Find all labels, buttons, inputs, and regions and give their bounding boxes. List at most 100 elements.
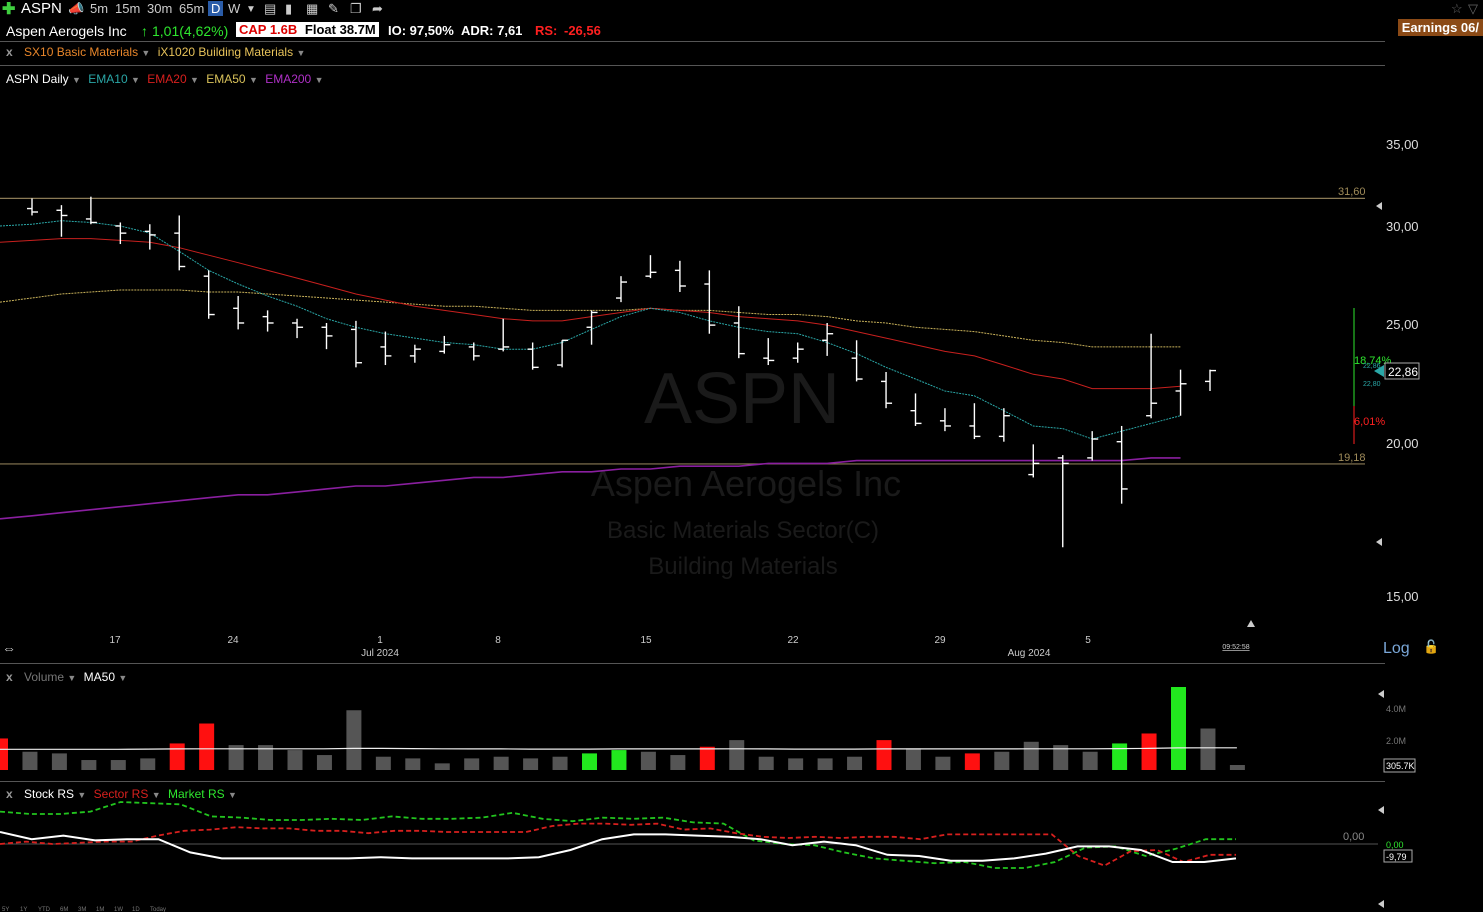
- calculator-icon[interactable]: ▦: [306, 1, 319, 16]
- industry-label[interactable]: iX1020 Building Materials: [157, 45, 294, 59]
- timeframe-d[interactable]: D: [208, 1, 224, 16]
- volume-bar: [51, 753, 67, 770]
- divider: [0, 781, 1385, 782]
- pencil-icon[interactable]: ✎: [328, 1, 339, 16]
- chevron-down-icon[interactable]: ▼: [67, 673, 77, 683]
- volume-bar: [847, 756, 863, 770]
- chart-type-icon[interactable]: ▤: [264, 1, 277, 16]
- share-icon[interactable]: ➦: [372, 1, 383, 16]
- ema200-label[interactable]: EMA200: [265, 72, 312, 86]
- bar-chart-icon[interactable]: ▮: [285, 1, 293, 16]
- chevron-down-icon[interactable]: ▼: [77, 790, 87, 800]
- volume-value-box: [1383, 758, 1416, 773]
- sector-rs-label[interactable]: Sector RS: [93, 787, 149, 801]
- info-row: Aspen Aerogels Inc ↑ 1,01(4,62%) CAP 1.6…: [0, 21, 1400, 41]
- megaphone-icon[interactable]: 📣: [68, 1, 85, 16]
- timeframe-w[interactable]: W: [228, 1, 241, 16]
- market-rs-label[interactable]: Market RS: [167, 787, 225, 801]
- ema20-label[interactable]: EMA20: [147, 72, 187, 86]
- rs-value-box: [1383, 849, 1413, 863]
- rs-chart[interactable]: 0,00 0,00 -9,79 5Y 1Y YTD 6M 3M 1M 1W 1D Today: [0, 782, 1483, 912]
- series-name[interactable]: ASPN Daily: [6, 72, 69, 86]
- earnings-badge[interactable]: Earnings 06/: [1397, 19, 1483, 36]
- symbol-input[interactable]: ASPN: [21, 0, 62, 17]
- watermark-industry: Building Materials: [648, 553, 837, 580]
- volume-bar: [964, 753, 980, 770]
- axis-arrow-icon[interactable]: [1376, 538, 1382, 546]
- range-button[interactable]: 1D: [132, 907, 140, 912]
- tiny-price-label: 22,80: [1363, 381, 1381, 388]
- chevron-down-icon[interactable]: ▼: [141, 48, 151, 58]
- range-button[interactable]: Today: [150, 907, 166, 912]
- ma50-label[interactable]: MA50: [83, 670, 116, 684]
- rs-value: -26,56: [564, 23, 601, 38]
- chevron-down-icon[interactable]: ▼: [246, 4, 256, 15]
- layers-icon[interactable]: ❐: [350, 1, 362, 16]
- ema50-line: [0, 289, 1181, 348]
- price-chart[interactable]: ASPN Aspen Aerogels Inc Basic Materials …: [0, 66, 1483, 662]
- flag-icon[interactable]: ▽: [1468, 1, 1478, 16]
- range-button[interactable]: 1Y: [20, 907, 27, 912]
- sector-label[interactable]: SX10 Basic Materials: [24, 45, 139, 59]
- range-button[interactable]: 1W: [114, 907, 123, 912]
- close-icon[interactable]: x: [6, 787, 13, 801]
- timeframe-65m[interactable]: 65m: [179, 1, 205, 16]
- volume-bar: [316, 755, 332, 770]
- range-button[interactable]: 3M: [78, 907, 86, 912]
- timeframe-5m[interactable]: 5m: [90, 1, 109, 16]
- price-axis: 35,00 30,00 25,00 20,00 15,00 31,60 19,1…: [1247, 137, 1420, 627]
- company-name: Aspen Aerogels Inc: [6, 23, 127, 39]
- volume-bar: [817, 758, 833, 770]
- pan-arrows-icon[interactable]: ⇔: [2, 640, 16, 656]
- chevron-down-icon[interactable]: ▼: [314, 75, 324, 85]
- range-button[interactable]: YTD: [38, 907, 51, 912]
- ema10-label[interactable]: EMA10: [88, 72, 128, 86]
- range-button[interactable]: 1M: [96, 907, 104, 912]
- volume-bar: [552, 756, 568, 770]
- cap-value: CAP 1.6B: [239, 22, 298, 37]
- volume-bar: [22, 751, 38, 770]
- date-label: 24: [227, 635, 239, 646]
- chevron-down-icon[interactable]: ▼: [227, 790, 237, 800]
- chevron-down-icon[interactable]: ▼: [72, 75, 81, 85]
- date-label: 8: [495, 635, 501, 646]
- chevron-down-icon[interactable]: ▼: [151, 790, 161, 800]
- timeframe-30m[interactable]: 30m: [147, 1, 173, 16]
- timeframe-15m[interactable]: 15m: [115, 1, 141, 16]
- lock-icon[interactable]: 🔓: [1423, 639, 1439, 654]
- volume-bar: [582, 753, 597, 770]
- chevron-down-icon[interactable]: ▼: [131, 75, 140, 85]
- divider: [0, 41, 1385, 42]
- close-icon[interactable]: x: [6, 670, 13, 684]
- ohlc-bar: [27, 198, 38, 216]
- range-button[interactable]: 5Y: [2, 907, 9, 912]
- star-icon[interactable]: ☆: [1451, 1, 1463, 16]
- ohlc-bar: [792, 342, 804, 363]
- plus-icon[interactable]: ✚: [2, 1, 16, 18]
- range-button[interactable]: 6M: [60, 907, 68, 912]
- volume-bar: [434, 763, 450, 770]
- stock-rs-label[interactable]: Stock RS: [24, 787, 75, 801]
- close-icon[interactable]: x: [6, 45, 13, 59]
- axis-arrow-icon[interactable]: [1378, 690, 1384, 698]
- chevron-down-icon[interactable]: ▼: [296, 48, 306, 58]
- volume-label[interactable]: Volume: [24, 670, 65, 684]
- chart-legend: ASPN Daily ▼ EMA10 ▼ EMA20 ▼ EMA50 ▼ EMA…: [6, 72, 324, 86]
- volume-chart[interactable]: 4.0M 2.0M 305.7K: [0, 664, 1483, 780]
- volume-bar: [287, 750, 303, 770]
- ema20-line: [0, 238, 1181, 390]
- price-label: 25,00: [1386, 317, 1419, 332]
- ema50-label[interactable]: EMA50: [206, 72, 246, 86]
- log-button[interactable]: Log: [1383, 640, 1410, 657]
- volume-bar: [1053, 745, 1069, 770]
- chevron-down-icon[interactable]: ▼: [248, 75, 258, 85]
- price-label: 20,00: [1386, 436, 1419, 451]
- ohlc-bar: [674, 260, 686, 292]
- chevron-down-icon[interactable]: ▼: [189, 75, 199, 85]
- ohlc-bar: [704, 270, 716, 334]
- axis-arrow-icon[interactable]: [1376, 202, 1382, 210]
- axis-arrow-icon[interactable]: [1378, 900, 1384, 908]
- axis-arrow-icon[interactable]: [1378, 806, 1384, 814]
- scroll-up-icon[interactable]: [1247, 620, 1255, 627]
- chevron-down-icon[interactable]: ▼: [118, 673, 128, 683]
